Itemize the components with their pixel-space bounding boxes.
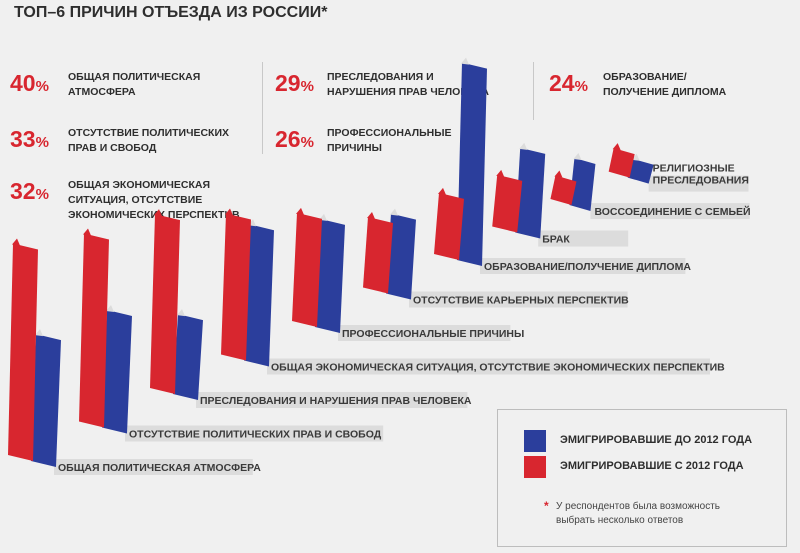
category-band — [590, 203, 750, 220]
top-reason-percent: 24% — [549, 70, 588, 96]
category-label: ОБРАЗОВАНИЕ/ПОЛУЧЕНИЕ ДИПЛОМА — [484, 261, 691, 273]
category-1: ОБЩАЯ ПОЛИТИЧЕСКАЯ АТМОСФЕРА — [12, 238, 261, 475]
category-band — [480, 258, 686, 274]
footnote-star: * — [544, 499, 549, 513]
category-5: ПРОФЕССИОНАЛЬНЫЕ ПРИЧИНЫ — [296, 207, 524, 341]
category-label: ОТСУТСТВИЕ ПОЛИТИЧЕСКИХ ПРАВ И СВОБОД — [129, 429, 382, 441]
footnote: У респондентов была возможность выбрать … — [556, 501, 721, 526]
bar-since-2012 — [492, 174, 523, 233]
category-label: ОБЩАЯ ПОЛИТИЧЕСКАЯ АТМОСФЕРА — [58, 462, 261, 474]
category-band — [196, 392, 468, 408]
top-reason-percent: 29% — [275, 70, 314, 96]
category-8: БРАК — [496, 142, 629, 247]
bar-before-2012 — [244, 224, 274, 367]
bar-since-2012 — [434, 192, 464, 260]
category-3: ПРЕСЛЕДОВАНИЯ И НАРУШЕНИЯ ПРАВ ЧЕЛОВЕКА — [154, 209, 472, 408]
category-band — [409, 291, 628, 308]
bar-before-2012 — [102, 310, 132, 434]
bar-cap — [519, 142, 528, 150]
legend: ЭМИГРИРОВАВШИЕ ДО 2012 ГОДА ЭМИГРИРОВАВШ… — [497, 409, 787, 547]
bar-cap — [554, 170, 563, 178]
bar-since-2012 — [79, 233, 109, 428]
top-reason-percent: 32% — [10, 178, 49, 204]
bar-before-2012 — [515, 147, 546, 239]
top-reason-label: ОТСУТСТВИЕ ПОЛИТИЧЕСКИХ ПРАВ И СВОБОД — [68, 127, 230, 154]
bar-since-2012 — [8, 243, 38, 461]
category-band — [125, 425, 384, 442]
category-band — [648, 175, 749, 192]
top-reason-label: ПРОФЕССИОНАЛЬНЫЕ ПРИЧИНЫ — [327, 127, 452, 154]
top-reason-percent: 40% — [10, 70, 49, 96]
category-label: ОТСУТСТВИЕ КАРЬЕРНЫХ ПЕРСПЕКТИВ — [413, 295, 629, 307]
category-9: ВОССОЕДИНЕНИЕ С СЕМЬЕЙ — [554, 153, 751, 220]
bar-cap — [461, 57, 469, 65]
bar-before-2012 — [173, 314, 203, 400]
bar-cap — [177, 309, 185, 317]
category-label: РЕЛИГИОЗНЫЕ ПРЕСЛЕДОВАНИЯ — [653, 163, 749, 187]
bar-before-2012 — [457, 62, 487, 266]
bar-cap — [612, 143, 621, 151]
category-label: ВОССОЕДИНЕНИЕ С СЕМЬЕЙ — [594, 205, 750, 218]
top-reason-percent: 33% — [10, 126, 49, 152]
page-title: ТОП–6 ПРИЧИН ОТЪЕЗДА ИЗ РОССИИ* — [14, 4, 328, 21]
top-reason-label: ПРЕСЛЕДОВАНИЯ И НАРУШЕНИЯ ПРАВ ЧЕЛОВЕКА — [327, 71, 489, 98]
bar-since-2012 — [363, 217, 393, 294]
top-reason-label: ОБРАЗОВАНИЕ/ПОЛУЧЕНИЕ ДИПЛОМА — [603, 71, 727, 98]
top-reason-label: ОБЩАЯ ЭКОНОМИЧЕСКАЯ СИТУАЦИЯ, ОТСУТСТВИЕ Э… — [68, 179, 240, 221]
bar-since-2012 — [221, 213, 251, 361]
category-band — [267, 358, 710, 375]
top-reason-label: ОБЩАЯ ПОЛИТИЧЕСКАЯ АТМОСФЕРА — [68, 71, 201, 98]
bar-cap — [106, 305, 114, 312]
top-reason-percent: 26% — [275, 126, 314, 152]
divider-2 — [533, 62, 534, 120]
category-band — [538, 230, 629, 247]
divider-1 — [262, 62, 263, 154]
bar-since-2012 — [550, 175, 577, 206]
bar-cap — [573, 153, 582, 161]
legend-swatch — [524, 430, 546, 452]
category-label: ПРЕСЛЕДОВАНИЯ И НАРУШЕНИЯ ПРАВ ЧЕЛОВЕКА — [200, 395, 472, 407]
bar-since-2012 — [608, 148, 635, 178]
bar-before-2012 — [627, 158, 654, 184]
category-band — [54, 459, 253, 475]
category-label: ОБЩАЯ ЭКОНОМИЧЕСКАЯ СИТУАЦИЯ, ОТСУТСТВИЕ… — [271, 362, 725, 374]
bar-before-2012 — [31, 334, 61, 467]
bar-cap — [631, 153, 640, 161]
legend-label: ЭМИГРИРОВАВШИЕ ДО 2012 ГОДА — [560, 434, 753, 446]
legend-label: ЭМИГРИРОВАВШИЕ С 2012 ГОДА — [560, 460, 744, 472]
bar-before-2012 — [386, 213, 416, 300]
bar-cap — [35, 329, 43, 337]
bar-before-2012 — [569, 158, 596, 212]
category-2: ОТСУТСТВИЕ ПОЛИТИЧЕСКИХ ПРАВ И СВОБОД — [83, 228, 384, 442]
bar-since-2012 — [292, 212, 322, 327]
category-10: РЕЛИГИОЗНЫЕ ПРЕСЛЕДОВАНИЯ — [612, 143, 749, 192]
category-band — [338, 325, 511, 341]
category-label: ПРОФЕССИОНАЛЬНЫЕ ПРИЧИНЫ — [342, 328, 524, 340]
bar-cap — [390, 208, 398, 216]
category-6: ОТСУТСТВИЕ КАРЬЕРНЫХ ПЕРСПЕКТИВ — [367, 208, 629, 308]
category-7: ОБРАЗОВАНИЕ/ПОЛУЧЕНИЕ ДИПЛОМА — [438, 57, 691, 274]
bar-before-2012 — [315, 218, 345, 333]
legend-swatch — [524, 456, 546, 478]
bar-since-2012 — [150, 214, 180, 394]
category-label: БРАК — [542, 234, 570, 246]
category-4: ОБЩАЯ ЭКОНОМИЧЕСКАЯ СИТУАЦИЯ, ОТСУТСТВИЕ… — [225, 208, 725, 375]
